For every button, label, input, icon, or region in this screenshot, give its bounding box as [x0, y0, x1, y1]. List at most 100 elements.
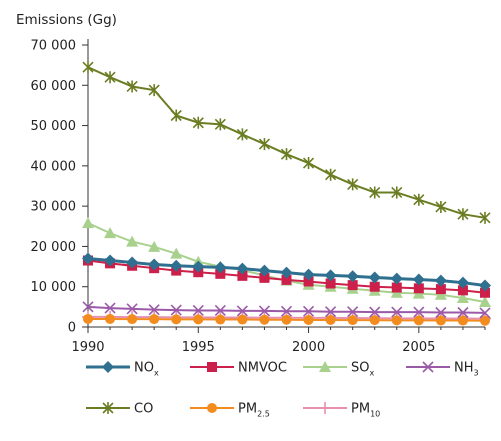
data-point-nh3	[369, 306, 381, 318]
data-point-nox	[456, 276, 469, 289]
data-point-nh3	[148, 304, 160, 316]
data-point-nh3	[280, 305, 293, 317]
data-point-co	[479, 211, 491, 224]
legend-marker-pm10	[319, 402, 331, 414]
data-point-pm25	[281, 314, 292, 325]
data-point-co	[347, 178, 359, 191]
data-point-pm25	[105, 313, 116, 324]
legend-label-main: NH	[454, 361, 474, 376]
legend-item-pm10: PM10	[303, 402, 380, 419]
legend-item-co: CO	[86, 402, 153, 417]
legend-label-nox: NOx	[134, 361, 159, 378]
data-point-pm25	[215, 314, 226, 325]
data-point-nh3	[457, 306, 469, 319]
legend-label-nmvoc: NMVOC	[238, 361, 287, 376]
data-point-nmvoc	[457, 285, 468, 296]
data-point-nox	[148, 258, 161, 271]
x-tick-label: 2005	[402, 340, 435, 355]
legend-label-main: PM	[238, 402, 257, 417]
data-point-nmvoc	[347, 280, 358, 291]
data-point-nh3	[347, 306, 359, 318]
data-point-co	[104, 71, 116, 84]
data-point-sox	[456, 291, 469, 303]
data-point-nh3	[82, 301, 94, 313]
data-point-nh3	[258, 305, 271, 317]
data-point-nox	[479, 279, 491, 292]
data-point-nox	[104, 254, 117, 267]
data-point-nox	[258, 264, 271, 277]
legend-label-sub: x	[154, 369, 159, 378]
data-point-co	[236, 128, 248, 141]
data-point-pm25	[127, 314, 138, 325]
legend-label-sub: 3	[474, 369, 479, 378]
data-point-nmvoc	[391, 282, 402, 293]
legend-label-main: SO	[351, 361, 369, 376]
data-point-sox	[126, 235, 139, 247]
axes: 0 10 000 20 000 30 000 40 000 50 000 60 000 70 …	[31, 39, 486, 355]
data-point-sox	[82, 217, 94, 229]
legend-item-nox: NOx	[86, 361, 159, 378]
data-point-nox	[214, 261, 227, 274]
data-point-nox	[346, 270, 359, 283]
data-point-nox	[82, 252, 94, 265]
x-tick-label: 1990	[71, 340, 104, 355]
data-point-nmvoc	[325, 278, 336, 289]
data-point-pm25	[347, 315, 358, 326]
series-nh3	[82, 301, 491, 319]
data-point-pm25	[413, 315, 424, 326]
y-tick-label: 20 000	[31, 240, 77, 255]
data-point-nh3	[170, 304, 182, 316]
data-point-nox	[324, 269, 337, 282]
data-point-co	[391, 186, 403, 199]
legend-label-main: NO	[134, 361, 154, 376]
legend-item-nh3: NH3	[406, 361, 479, 378]
data-point-co	[148, 84, 160, 97]
data-point-nh3	[391, 306, 403, 318]
y-tick-label: 70 000	[31, 39, 77, 54]
data-point-nox	[236, 262, 249, 275]
data-point-nmvoc	[435, 284, 446, 295]
legend-label-nh3: NH3	[454, 361, 479, 378]
legend-marker-pm25	[207, 403, 217, 413]
data-point-co	[369, 186, 381, 199]
data-point-nox	[434, 274, 447, 287]
legend-label-main: CO	[134, 402, 153, 417]
data-point-co	[413, 193, 425, 206]
data-point-nox	[170, 259, 183, 272]
data-point-nh3	[413, 306, 425, 318]
data-point-nh3	[302, 305, 315, 317]
x-tick-label: 1995	[182, 340, 215, 355]
legend-marker-nmvoc	[207, 362, 217, 372]
legend-marker-co	[102, 402, 114, 414]
data-point-sox	[170, 247, 183, 259]
data-point-pm25	[303, 314, 314, 325]
series-co	[82, 61, 491, 224]
data-point-nh3	[479, 307, 491, 319]
legend-label-pm25: PM2.5	[238, 402, 270, 419]
legend-label-co: CO	[134, 402, 153, 417]
data-point-nmvoc	[259, 272, 270, 283]
data-point-co	[192, 116, 204, 129]
data-point-nmvoc	[281, 274, 292, 285]
data-point-pm25	[171, 314, 182, 325]
data-point-nh3	[192, 304, 204, 317]
legend-marker-nh3	[422, 361, 434, 373]
x-tick-label: 2000	[292, 340, 325, 355]
data-point-nox	[390, 272, 403, 285]
data-point-co	[435, 200, 447, 213]
data-point-nox	[192, 260, 205, 273]
data-point-co	[258, 138, 271, 151]
data-point-nmvoc	[413, 283, 424, 294]
data-point-co	[214, 118, 226, 131]
data-point-nh3	[214, 304, 226, 317]
data-point-nmvoc	[215, 268, 226, 279]
legend-label-sox: SOx	[351, 361, 374, 378]
legend-marker-nox	[102, 361, 114, 373]
data-point-co	[126, 80, 138, 93]
data-point-nh3	[126, 303, 138, 315]
data-point-pm25	[149, 314, 160, 325]
data-point-pm25	[83, 313, 93, 324]
data-point-pm25	[435, 315, 446, 326]
data-point-co	[82, 61, 94, 74]
